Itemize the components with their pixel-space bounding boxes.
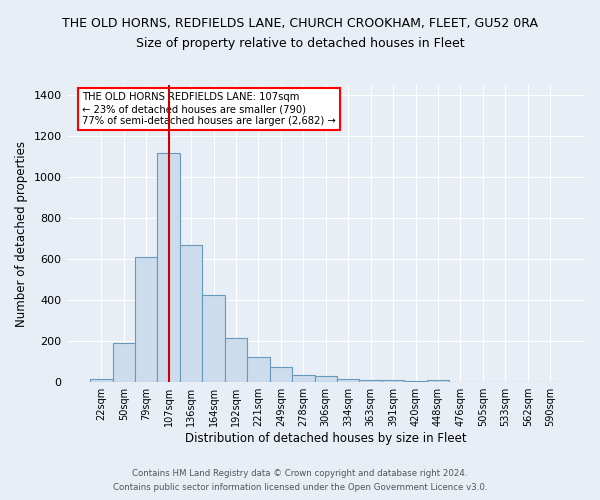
Bar xyxy=(359,380,382,382)
Bar xyxy=(90,379,113,382)
Bar xyxy=(427,380,449,382)
X-axis label: Distribution of detached houses by size in Fleet: Distribution of detached houses by size … xyxy=(185,432,467,445)
Bar xyxy=(225,338,247,382)
Text: THE OLD HORNS, REDFIELDS LANE, CHURCH CROOKHAM, FLEET, GU52 0RA: THE OLD HORNS, REDFIELDS LANE, CHURCH CR… xyxy=(62,18,538,30)
Bar xyxy=(314,376,337,382)
Bar xyxy=(135,257,157,382)
Bar xyxy=(337,379,359,382)
Y-axis label: Number of detached properties: Number of detached properties xyxy=(15,140,28,326)
Text: Contains public sector information licensed under the Open Government Licence v3: Contains public sector information licen… xyxy=(113,484,487,492)
Text: THE OLD HORNS REDFIELDS LANE: 107sqm
← 23% of detached houses are smaller (790)
: THE OLD HORNS REDFIELDS LANE: 107sqm ← 2… xyxy=(82,92,336,126)
Text: Size of property relative to detached houses in Fleet: Size of property relative to detached ho… xyxy=(136,38,464,51)
Bar xyxy=(382,380,404,382)
Text: Contains HM Land Registry data © Crown copyright and database right 2024.: Contains HM Land Registry data © Crown c… xyxy=(132,468,468,477)
Bar xyxy=(292,375,314,382)
Bar xyxy=(202,295,225,382)
Bar xyxy=(157,152,180,382)
Bar xyxy=(404,381,427,382)
Bar xyxy=(247,356,269,382)
Bar xyxy=(113,344,135,382)
Bar xyxy=(180,245,202,382)
Bar xyxy=(269,367,292,382)
